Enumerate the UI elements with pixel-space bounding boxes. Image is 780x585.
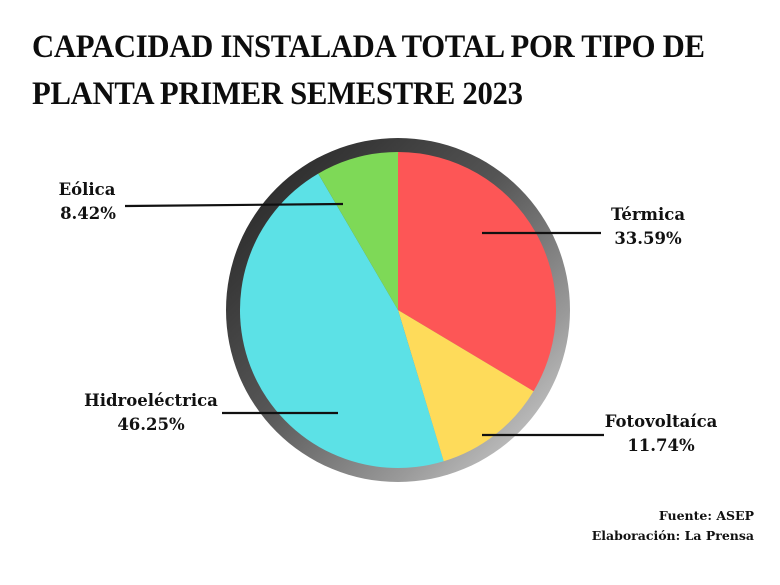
label-eolica-name: Eólica — [58, 180, 116, 199]
title-line-2: PLANTA PRIMER SEMESTRE 2023 — [32, 76, 523, 112]
label-hidroelectrica-value: 46.25% — [117, 415, 185, 434]
label-hidroelectrica-name: Hidroeléctrica — [84, 391, 218, 410]
chart-title: CAPACIDAD INSTALADA TOTAL POR TIPO DE PL… — [32, 24, 711, 118]
label-eolica: Eólica 8.42% — [40, 178, 150, 226]
leader-line-eolica — [124, 202, 344, 208]
credit-note: Elaboración: La Prensa — [591, 528, 754, 543]
label-fotovoltaica-name: Fotovoltaíca — [604, 412, 718, 431]
label-eolica-value: 8.42% — [60, 204, 116, 223]
source-note: Fuente: ASEP — [658, 508, 754, 523]
pie-slice-termica — [398, 152, 557, 392]
pie-slice-fotovoltaica — [398, 310, 534, 462]
label-fotovoltaica: Fotovoltaíca 11.74% — [586, 410, 736, 458]
label-termica-value: 33.59% — [614, 229, 682, 248]
title-line-1: CAPACIDAD INSTALADA TOTAL POR TIPO DE — [32, 29, 705, 65]
pie-slice-eolica — [318, 152, 398, 310]
pie-slice-hidroelectrica — [239, 173, 444, 469]
label-termica: Térmica 33.59% — [588, 203, 708, 251]
label-hidroelectrica: Hidroeléctrica 46.25% — [64, 389, 254, 437]
leader-lines — [124, 202, 604, 437]
label-fotovoltaica-value: 11.74% — [627, 436, 695, 455]
label-termica-name: Térmica — [610, 205, 686, 224]
pie-slices — [239, 152, 557, 469]
